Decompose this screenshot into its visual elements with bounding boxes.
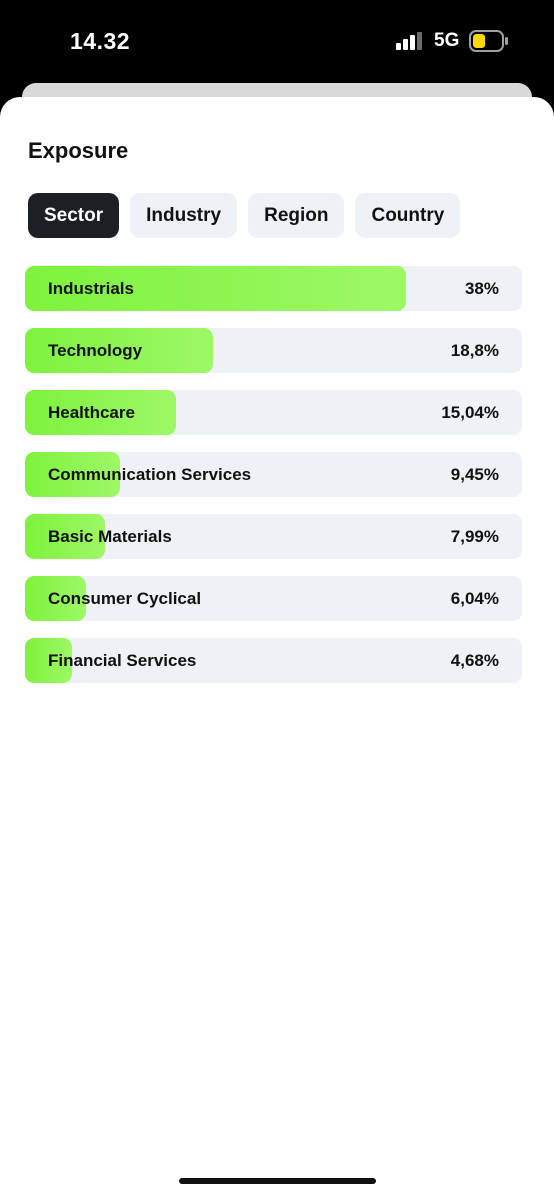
exposure-bar-fill <box>25 638 72 683</box>
exposure-bar-fill <box>25 514 106 559</box>
exposure-value: 18,8% <box>450 341 499 360</box>
exposure-value: 4,68% <box>450 651 499 670</box>
exposure-label: Technology <box>48 341 143 360</box>
exposure-list: Industrials 38% Technology 18,8% Healthcare 1… <box>25 266 522 700</box>
exposure-sheet: Exposure Sector Industry Region Country … <box>0 97 554 1200</box>
exposure-value: 6,04% <box>450 589 499 608</box>
exposure-label: Healthcare <box>48 403 135 422</box>
exposure-row[interactable]: Communication Services 9,45% <box>25 452 522 497</box>
exposure-bar-fill <box>25 390 176 435</box>
exposure-bar-fill <box>25 266 406 311</box>
tab-industry[interactable]: Industry <box>130 193 238 238</box>
tab-region[interactable]: Region <box>248 193 345 238</box>
exposure-row[interactable]: Basic Materials 7,99% <box>25 514 522 559</box>
tab-sector[interactable]: Sector <box>28 193 120 238</box>
exposure-label: Industrials <box>48 279 134 298</box>
exposure-value: 9,45% <box>450 465 499 484</box>
network-type: 5G <box>434 30 460 51</box>
page-title: Exposure <box>28 138 129 163</box>
exposure-bar-fill <box>25 452 120 497</box>
exposure-row[interactable]: Technology 18,8% <box>25 328 522 373</box>
exposure-bar-fill <box>25 576 86 621</box>
exposure-label: Communication Services <box>48 465 252 484</box>
tab-country[interactable]: Country <box>355 193 461 238</box>
exposure-row[interactable]: Healthcare 15,04% <box>25 390 522 435</box>
exposure-value: 7,99% <box>450 527 499 546</box>
status-bar: 14.32 5G <box>0 0 554 84</box>
exposure-label: Consumer Cyclical <box>48 589 202 608</box>
status-time: 14.32 <box>70 28 131 54</box>
exposure-row[interactable]: Industrials 38% <box>25 266 522 311</box>
exposure-label: Basic Materials <box>48 527 172 546</box>
exposure-tabs: Sector Industry Region Country <box>28 193 461 238</box>
exposure-value: 38% <box>464 279 499 298</box>
exposure-row[interactable]: Financial Services 4,68% <box>25 638 522 683</box>
battery-icon <box>469 30 508 52</box>
cellular-signal-icon <box>396 32 422 50</box>
home-indicator[interactable] <box>179 1178 376 1184</box>
exposure-bar-fill <box>25 328 214 373</box>
exposure-label: Financial Services <box>48 651 197 670</box>
exposure-value: 15,04% <box>441 403 499 422</box>
exposure-row[interactable]: Consumer Cyclical 6,04% <box>25 576 522 621</box>
